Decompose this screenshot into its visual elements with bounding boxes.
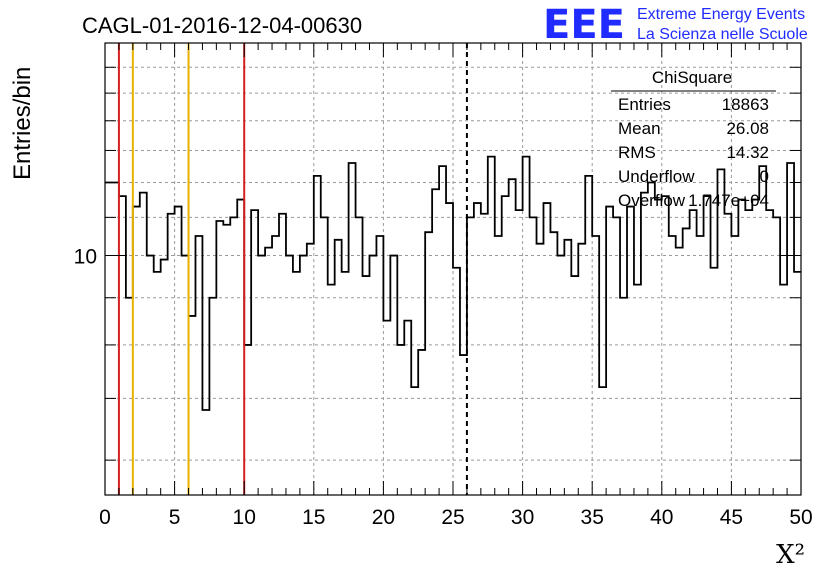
x-axis-title: X² [776,540,805,570]
stats-label: RMS [618,143,656,162]
histogram-outline [105,155,801,411]
stats-title: ChiSquare [652,68,732,87]
stats-rows: Entries 18863 Mean 26.08 RMS 14.32 Underflow 0 O… [618,95,769,210]
chart-title: CAGL-01-2016-12-04-00630 [82,13,362,38]
reference-lines [117,43,468,495]
axis-ticks: 0 5 10 15 20 25 30 35 40 45 50 10 [74,42,813,529]
x-tick-label: 10 [233,506,256,529]
grid [105,42,801,495]
x-tick-label: 25 [441,506,464,529]
logo-mark: EEE [543,2,625,48]
x-tick-label: 15 [302,506,325,529]
histogram [105,155,801,411]
stats-label: Mean [618,119,661,138]
stats-value: 0 [760,167,769,186]
x-tick-label: 35 [581,506,604,529]
x-tick-label: 50 [789,506,812,529]
stats-label: Overflow [618,191,686,210]
x-tick-label: 40 [650,506,673,529]
stats-label: Underflow [618,167,695,186]
x-tick-label: 5 [169,506,181,529]
stats-box: ChiSquare Entries 18863 Mean 26.08 RMS 14.32 U… [611,68,776,210]
stats-label: Entries [618,95,671,114]
y-axis-title: Entries/bin [9,67,36,180]
logo-line-2: La Scienza nelle Scuole [637,26,808,43]
x-tick-label: 45 [720,506,743,529]
stats-value: 14.32 [726,143,769,162]
stats-value: 26.08 [726,119,769,138]
y-tick-label: 10 [74,246,97,269]
x-tick-label: 20 [372,506,395,529]
stats-value: 18863 [722,95,769,114]
eee-logo: EEE Extreme Energy Events La Scienza nel… [543,2,808,48]
logo-line-1: Extreme Energy Events [637,6,805,23]
x-tick-label: 30 [511,506,534,529]
x-tick-label: 0 [99,506,111,529]
stats-value: 1.747e+04 [688,191,769,210]
